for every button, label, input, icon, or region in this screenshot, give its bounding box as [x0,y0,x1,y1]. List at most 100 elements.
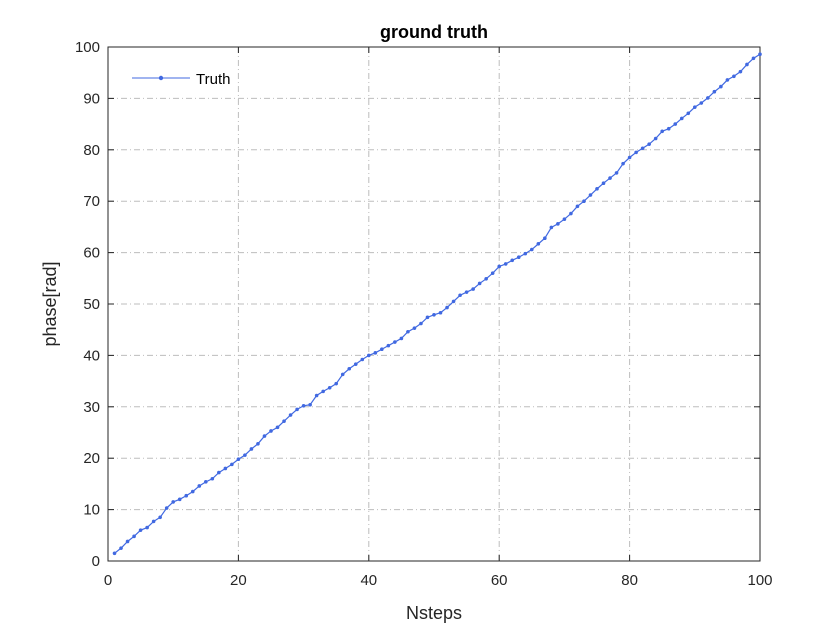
data-point [503,262,508,266]
x-tick-label: 0 [104,572,112,589]
y-tick-label: 20 [83,450,100,467]
data-point [399,336,404,341]
data-point [438,310,443,315]
data-point [549,225,554,230]
data-point [627,155,632,160]
x-axis-label: Nsteps [406,603,462,623]
data-point [679,116,684,121]
data-point [712,89,717,94]
y-tick-label: 10 [83,502,100,519]
y-axis-label: phase[rad] [40,261,60,346]
data-point [562,217,567,221]
data-point [204,480,208,484]
data-point [471,287,475,291]
data-point [484,277,488,281]
data-point [275,425,280,430]
data-point [738,69,743,74]
data-point [745,62,749,67]
data-point [256,442,260,446]
data-point [288,413,293,417]
data-point [621,161,625,166]
data-point [497,264,502,269]
data-point [243,453,247,457]
data-point [282,419,286,423]
data-point [308,402,312,407]
data-point [510,258,515,263]
data-point [151,519,156,524]
chart-title: ground truth [380,22,488,42]
data-point [588,193,593,197]
data-point [158,515,162,520]
y-tick-label: 50 [83,296,100,313]
series-layer [112,52,762,556]
data-point [145,525,149,530]
data-point [569,211,573,216]
y-tick-label: 80 [83,142,100,159]
data-point [367,353,371,358]
x-tick-label: 40 [360,572,377,589]
data-point [425,315,430,320]
data-point [686,111,691,116]
data-point [177,497,182,502]
y-tick-label: 40 [83,347,100,364]
data-point [451,299,456,304]
data-point [751,56,756,61]
data-point [334,381,339,386]
data-point [190,489,195,494]
data-point [530,247,534,252]
data-point [536,242,541,246]
x-tick-label: 20 [230,572,247,589]
data-point [164,506,169,510]
data-point [601,181,606,186]
data-point [758,52,762,56]
data-point [445,305,449,310]
y-tick-label: 60 [83,245,100,262]
data-point [373,351,378,355]
data-point [477,281,482,286]
data-point [295,407,299,412]
data-point [380,347,384,352]
data-point [725,78,730,82]
data-point [119,546,123,550]
data-point [582,199,586,203]
data-point [432,312,436,317]
x-tick-label: 100 [747,572,772,589]
data-point [523,251,528,256]
grid-lines [108,47,760,561]
data-point [719,84,723,89]
data-point [412,326,417,330]
data-point [660,129,664,134]
data-point [125,539,130,544]
data-point [314,393,319,398]
data-point [321,389,325,394]
data-point [732,74,736,79]
data-point [640,146,645,151]
data-point [458,293,462,298]
axis-ticks [107,46,761,562]
data-point [112,551,117,556]
data-point [210,476,215,481]
data-point [132,534,136,539]
data-point [614,171,619,175]
data-point [249,447,254,451]
data-point [406,329,410,334]
y-tick-label: 90 [83,90,100,107]
data-point [269,429,273,433]
data-point [608,176,612,180]
data-point [693,105,697,109]
x-tick-label: 60 [491,572,508,589]
data-point [360,357,365,362]
legend: Truth [132,71,230,88]
data-point [516,255,521,260]
data-point [138,528,143,532]
data-point [673,122,678,126]
legend-label-truth: Truth [196,71,230,88]
data-point [490,271,495,275]
data-point [184,493,189,498]
legend-swatch-marker [158,75,164,81]
data-point [217,470,221,475]
data-point [634,150,638,155]
data-point [575,204,580,209]
data-point [653,136,658,141]
